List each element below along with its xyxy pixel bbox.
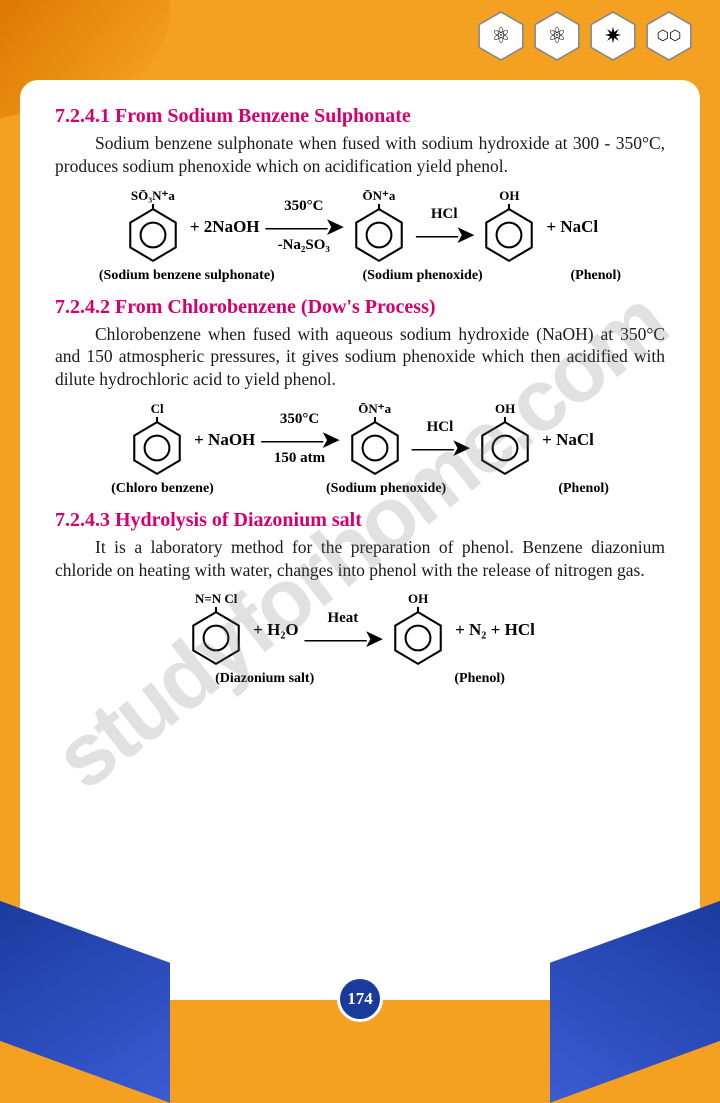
benzene-ring: SŌ₃N⁺a — [122, 188, 184, 266]
atom-icon: ⚛︎ — [531, 10, 583, 62]
benzene-ring: OH — [478, 188, 540, 266]
section-text-1: Sodium benzene sulphonate when fused wit… — [55, 132, 665, 178]
benzene-ring: ŌN⁺a — [344, 401, 406, 479]
reaction-3: N=N Cl + H₂O Heat ———➤ OH + N₂ + HCl — [55, 591, 665, 669]
molecule-icon: ⚛ — [475, 10, 527, 62]
section-heading-1: 7.2.4.1 From Sodium Benzene Sulphonate — [55, 105, 665, 128]
reaction-1-labels: (Sodium benzene sulphonate) (Sodium phen… — [55, 268, 665, 284]
section-heading-2: 7.2.4.2 From Chlorobenzene (Dow's Proces… — [55, 296, 665, 319]
benzene-ring: OH — [387, 591, 449, 669]
bond-icon: ✷ — [587, 10, 639, 62]
header-icon-row: ⚛ ⚛︎ ✷ ⬡⬡ — [475, 10, 695, 62]
benzene-ring: OH — [474, 401, 536, 479]
page-number-badge: 174 — [337, 976, 383, 1022]
formula-icon: ⬡⬡ — [643, 10, 695, 62]
section-heading-3: 7.2.4.3 Hydrolysis of Diazonium salt — [55, 509, 665, 532]
page-content: studyforhome.com 7.2.4.1 From Sodium Ben… — [20, 80, 700, 1000]
benzene-ring: N=N Cl — [185, 591, 247, 669]
reaction-1: SŌ₃N⁺a + 2NaOH 350°C ———➤ -Na₂SO₃ ŌN⁺a H… — [55, 188, 665, 266]
benzene-ring: ŌN⁺a — [348, 188, 410, 266]
section-text-3: It is a laboratory method for the prepar… — [55, 536, 665, 582]
reaction-3-labels: (Diazonium salt) (Phenol) — [55, 671, 665, 687]
reaction-2: Cl + NaOH 350°C ———➤ 150 atm ŌN⁺a HCl ——… — [55, 401, 665, 479]
benzene-ring: Cl — [126, 401, 188, 479]
reaction-2-labels: (Chloro benzene) (Sodium phenoxide) (Phe… — [55, 481, 665, 497]
section-text-2: Chlorobenzene when fused with aqueous so… — [55, 323, 665, 391]
